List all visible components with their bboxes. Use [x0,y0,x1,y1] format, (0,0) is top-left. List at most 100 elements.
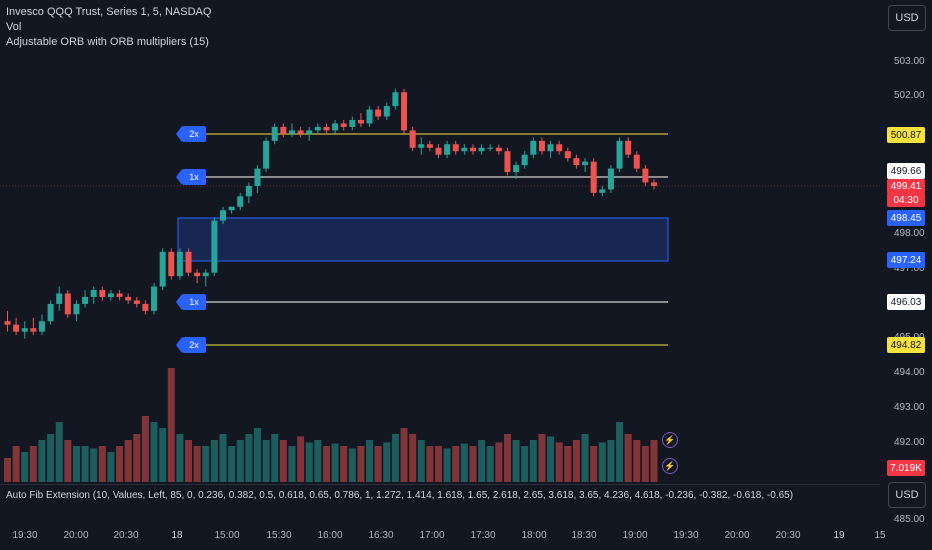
volume-bar [452,446,460,482]
time-tick: 17:00 [419,530,445,541]
price-tick: 497.00 [894,263,925,274]
volume-bar [262,440,270,482]
volume-bar [417,440,425,482]
candle-body [297,130,304,134]
price-tick: 498.00 [894,228,925,239]
volume-bar [357,446,365,482]
volume-legend[interactable]: Vol [6,21,22,33]
time-tick: 16:30 [368,530,394,541]
volume-bar [271,434,279,482]
candle-body [625,140,632,155]
volume-bar [176,434,184,482]
volume-bar [133,434,141,482]
candle-body [409,130,416,148]
candle-body [314,126,321,131]
price-tick: 493.00 [894,402,925,413]
candle-body [332,123,339,131]
currency-button[interactable]: USD [888,5,926,31]
time-tick: 20:00 [724,530,750,541]
candle-body [530,140,537,155]
candle-body [418,144,425,148]
volume-bar [348,448,356,482]
candle-body [349,119,356,127]
candle-body [228,206,235,211]
volume-value-label: 7.019K [887,460,925,476]
volume-bars [4,368,658,482]
candle-body [306,130,313,134]
volume-bar [641,446,649,482]
orb-1x-up-price-label: 499.66 [887,163,925,179]
volume-bar [21,452,29,482]
orb-range-box [177,217,669,262]
candle-body [211,220,218,273]
candle-body [633,154,640,169]
candle-body [538,140,545,152]
lightning-icon-2[interactable]: ⚡ [662,458,678,474]
candle-body [90,290,97,297]
candle-body [176,251,183,277]
candle-body [323,126,330,131]
lightning-icon[interactable]: ⚡ [662,432,678,448]
time-axis[interactable] [0,508,880,550]
volume-bar [400,428,408,482]
volume-bar [279,440,287,482]
candle-body [125,296,132,301]
candle-body [607,168,614,190]
volume-bar [650,440,658,482]
time-tick: 19:00 [622,530,648,541]
candle-body [13,324,20,332]
candle-body [504,151,511,173]
volume-bar [38,440,46,482]
indicator-legend[interactable]: Adjustable ORB with ORB multipliers (15) [6,36,209,48]
level-2x-down-tag: 2x [176,337,206,353]
volume-bar [253,428,261,482]
volume-bar [331,443,339,482]
volume-bar [219,434,227,482]
fib-extension-legend[interactable]: Auto Fib Extension (10, Values, Left, 85… [6,490,794,501]
price-tick: 485.00 [894,514,925,525]
volume-bar [47,434,55,482]
candle-body [487,147,494,149]
time-tick: 18:00 [521,530,547,541]
orb-2x-down-price-label: 494.82 [887,337,925,353]
candle-body [452,144,459,152]
candle-body [426,144,433,148]
candle-body [513,165,520,173]
candle-body [271,126,278,141]
candle-body [99,290,106,297]
currency-button-bottom[interactable]: USD [888,482,926,508]
candle-body [521,154,528,166]
candle-body [366,109,373,124]
candlesticks [4,88,657,339]
volume-bar [12,446,20,482]
candle-body [478,147,485,152]
time-tick: 20:00 [63,530,89,541]
volume-bar [581,434,589,482]
volume-bar [297,436,305,482]
candle-body [64,293,71,315]
volume-bar [391,434,399,482]
volume-bar [495,442,503,482]
price-tick: 503.00 [894,56,925,67]
level-1x-up-tag: 1x [176,169,206,185]
time-tick: 17:30 [470,530,496,541]
volume-bar [4,458,11,482]
volume-bar [503,434,511,482]
volume-bar [460,443,468,482]
candle-body [582,161,589,166]
candle-body [73,303,80,315]
candle-body [116,293,123,297]
volume-bar [340,446,348,482]
volume-bar [435,446,442,482]
price-chart[interactable] [0,0,880,484]
volume-bar [288,446,296,482]
volume-bar [90,448,98,482]
candle-body [444,144,451,155]
candle-body [151,286,158,311]
candle-body [564,151,571,159]
fib-extension-pane[interactable]: Auto Fib Extension (10, Values, Left, 85… [0,484,880,509]
candle-body [245,185,252,197]
candle-body [220,210,226,221]
candle-body [194,272,201,277]
symbol-legend[interactable]: Invesco QQQ Trust, Series 1, 5, NASDAQ [6,6,212,18]
